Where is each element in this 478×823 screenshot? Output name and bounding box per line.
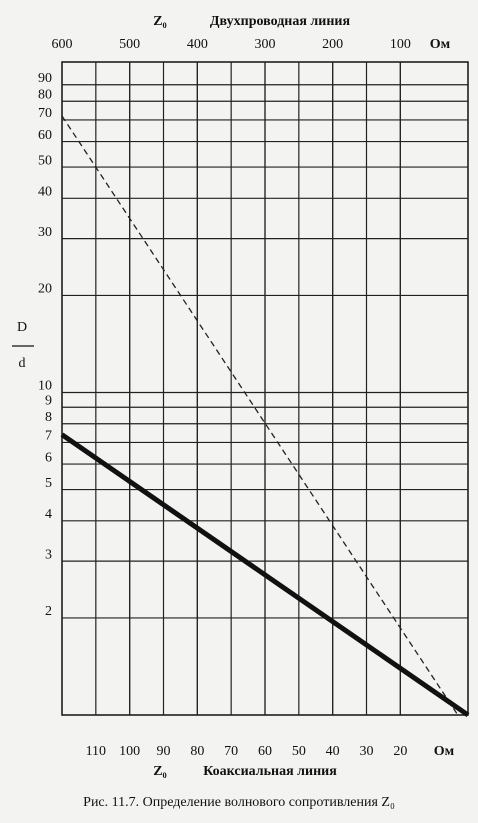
bottom-tick-label: 50 — [292, 744, 306, 759]
y-tick-label: 80 — [38, 87, 52, 102]
top-axis-label: Двухпроводная линия — [210, 14, 351, 29]
two-wire-line — [61, 115, 459, 716]
top-axis-unit: Ом — [430, 37, 451, 52]
bottom-tick-label: 60 — [258, 744, 272, 759]
y-tick-label: 90 — [38, 71, 52, 86]
y-tick-label: 60 — [38, 128, 52, 143]
bottom-tick-label: 40 — [326, 744, 340, 759]
coaxial-line — [60, 432, 470, 718]
top-tick-label: 300 — [255, 37, 276, 52]
bottom-axis-unit: Ом — [434, 744, 455, 759]
y-tick-label: 50 — [38, 153, 52, 168]
bottom-tick-label: 70 — [224, 744, 238, 759]
top-tick-label: 500 — [119, 37, 140, 52]
y-tick-label: 9 — [45, 393, 52, 408]
y-tick-label: 70 — [38, 106, 52, 121]
y-tick-label: 6 — [45, 450, 52, 465]
bottom-tick-label: 100 — [119, 744, 140, 759]
bottom-tick-label: 20 — [393, 744, 407, 759]
bottom-axis-label: Коаксиальная линия — [203, 764, 337, 779]
bottom-axis-symbol: Z₀ — [153, 764, 167, 779]
y-tick-label: 5 — [45, 476, 52, 491]
top-tick-label: 200 — [322, 37, 343, 52]
y-tick-label: 40 — [38, 185, 52, 200]
bottom-tick-label: 110 — [86, 744, 106, 759]
bottom-tick-label: 90 — [157, 744, 171, 759]
y-tick-label: 10 — [38, 379, 52, 394]
top-tick-label: 600 — [52, 37, 73, 52]
y-tick-label: 30 — [38, 225, 52, 240]
y-tick-label: 7 — [45, 429, 52, 444]
y-tick-label: 2 — [45, 604, 52, 619]
y-tick-label: 3 — [45, 547, 52, 562]
top-axis-symbol: Z₀ — [153, 14, 167, 29]
y-tick-label: 20 — [38, 282, 52, 297]
bottom-tick-label: 80 — [190, 744, 204, 759]
top-tick-label: 400 — [187, 37, 208, 52]
y-label-denominator: d — [19, 356, 26, 371]
y-tick-label: 8 — [45, 410, 52, 425]
caption: Рис. 11.7. Определение волнового сопроти… — [83, 795, 395, 810]
bottom-tick-label: 30 — [360, 744, 374, 759]
top-tick-label: 100 — [390, 37, 411, 52]
y-tick-label: 4 — [45, 507, 52, 522]
y-label-numerator: D — [17, 320, 27, 335]
